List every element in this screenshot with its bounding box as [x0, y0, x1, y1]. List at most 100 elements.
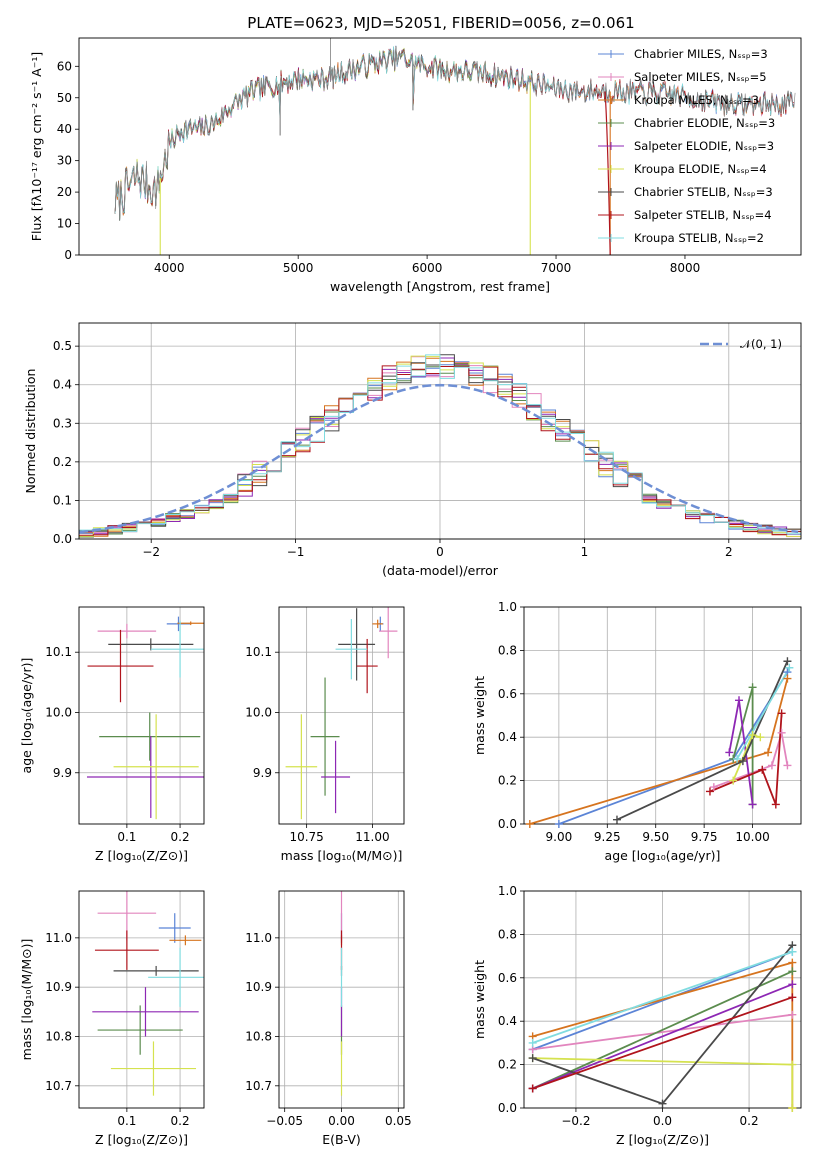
- residuals-ytick-label: 0.1: [53, 493, 72, 507]
- legend-entry: 𝒩(0, 1): [740, 337, 782, 351]
- residuals-xtick-label: 1: [581, 545, 589, 559]
- weight-vs-Z-xlabel: Z [log₁₀(Z/Z⊙)]: [616, 1132, 709, 1147]
- mass-vs-EBV-ytick-label: 11.0: [245, 931, 272, 945]
- residuals-ytick-label: 0.3: [53, 416, 72, 430]
- weight-vs-Z-plot-area: [532, 944, 794, 1108]
- weight-marker-salpeter-elodie: [748, 800, 757, 809]
- residuals-xtick-label: 0: [436, 545, 444, 559]
- weight-marker-chabrier-elodie: [788, 967, 797, 976]
- weight-vs-Z-xtick-label: 0.2: [740, 1114, 759, 1128]
- weight-line-kroupa-stelib: [532, 950, 793, 1044]
- weight-vs-Z-xtick-label: 0.0: [653, 1114, 672, 1128]
- legend-entry: Salpeter MILES, Nₛₛₚ=5: [634, 70, 767, 84]
- mass-vs-Z-xlabel: Z [log₁₀(Z/Z⊙)]: [95, 1132, 188, 1147]
- weight-marker-chabrier-stelib: [738, 757, 747, 766]
- age-vs-Z-ytick-label: 9.9: [53, 766, 72, 780]
- age-vs-Z-plot-area: [86, 616, 204, 820]
- mass-vs-Z-panel: 0.1 0.2 10.7 10.8 10.9 11.0 Z [log₁₀(Z/Z⊙)] mas…: [19, 890, 205, 1147]
- residuals-xlabel: (data-model)/error: [382, 563, 499, 578]
- residuals-xtick-label: 2: [725, 545, 733, 559]
- weight-marker-kroupa-elodie: [748, 731, 757, 740]
- weight-marker-chabrier-elodie: [748, 683, 757, 692]
- age-vs-Z-ylabel: age [log₁₀(age/yr)]: [19, 658, 34, 774]
- residuals-panel: −2 −1 0 1 2 0.0 0.1 0.2 0.3 0.4 0.5 (data-model)/er…: [23, 322, 802, 578]
- weight-vs-age-ytick-label: 0.8: [498, 643, 517, 657]
- weight-marker-salpeter-miles: [777, 728, 786, 737]
- weight-marker-kroupa-miles: [783, 674, 792, 683]
- mass-vs-EBV-xlabel: E(B-V): [322, 1132, 361, 1147]
- mass-vs-Z-xtick-label: 0.1: [117, 1114, 136, 1128]
- spectrum-xtick-label: 7000: [541, 261, 572, 275]
- weight-marker-kroupa-elodie: [788, 1060, 797, 1069]
- mass-vs-EBV-panel: −0.05 0.00 0.05 10.7 10.8 10.9 11.0 E(B-V): [245, 890, 412, 1147]
- legend-entry: Chabrier ELODIE, Nₛₛₚ=3: [634, 116, 775, 130]
- weight-vs-age-xtick-label: 10.00: [735, 830, 769, 844]
- weight-marker-salpeter-stelib: [758, 765, 767, 774]
- weight-marker-chabrier-stelib: [783, 657, 792, 666]
- residuals-ytick-label: 0.4: [53, 378, 72, 392]
- residuals-ytick-label: 0.0: [53, 532, 72, 546]
- mass-vs-EBV-ytick-label: 10.8: [245, 1029, 272, 1043]
- weight-vs-age-panel: 9.00 9.25 9.50 9.75 10.00 0.0 0.2 0.4 0.6 0.8 1.0 a…: [472, 600, 802, 863]
- spectrum-plot-area: [114, 38, 796, 255]
- weight-marker-salpeter-miles: [788, 1010, 797, 1019]
- weight-marker-salpeter-stelib: [777, 709, 786, 718]
- weight-marker-salpeter-stelib: [771, 800, 780, 809]
- weight-marker-kroupa-stelib: [733, 754, 742, 763]
- normal-curve: [79, 383, 799, 534]
- weight-marker-kroupa-stelib: [788, 947, 797, 956]
- spectrum-title: PLATE=0623, MJD=52051, FIBERID=0056, z=0…: [247, 14, 634, 32]
- weight-vs-Z-ytick-label: 0.6: [498, 971, 517, 985]
- weight-vs-Z-panel: −0.2 0.0 0.2 0.0 0.2 0.4 0.6 0.8 1.0 Z [log₁₀(Z/Z…: [472, 884, 802, 1147]
- age-vs-Z-panel: 0.1 0.2 9.9 10.0 10.1 Z [log₁₀(Z/Z⊙)] age [log…: [19, 606, 205, 863]
- spectrum-ytick-label: 0: [64, 248, 72, 262]
- age-vs-mass-xtick-label: 10.75: [289, 830, 323, 844]
- spectrum-ytick-label: 20: [57, 185, 72, 199]
- legend-entry: Kroupa ELODIE, Nₛₛₚ=4: [634, 162, 767, 176]
- spectrum-xlabel: wavelength [Angstrom, rest frame]: [330, 279, 550, 294]
- spectrum-xtick-label: 8000: [670, 261, 701, 275]
- spectrum-xtick-label: 4000: [154, 261, 185, 275]
- weight-marker-kroupa-elodie: [729, 776, 738, 785]
- weight-marker-salpeter-miles: [709, 783, 718, 792]
- weight-vs-age-grid: [524, 606, 801, 825]
- weight-vs-Z-frame: [523, 890, 802, 1109]
- weight-marker-salpeter-miles: [767, 761, 776, 770]
- legend-entry: Chabrier MILES, Nₛₛₚ=3: [634, 47, 768, 61]
- weight-vs-Z-ytick-label: 0.2: [498, 1058, 517, 1072]
- weight-vs-Z-ytick-label: 0.0: [498, 1101, 517, 1115]
- mass-vs-Z-ytick-label: 11.0: [45, 931, 72, 945]
- weight-line-kroupa-stelib: [736, 667, 791, 760]
- weight-line-chabrier-miles: [532, 950, 793, 1051]
- weight-vs-Z-xtick-label: −0.2: [561, 1114, 590, 1128]
- spectrum-ytick-label: 50: [57, 91, 72, 105]
- weight-vs-age-xlabel: age [log₁₀(age/yr)]: [605, 848, 721, 863]
- age-vs-Z-frame: [78, 606, 205, 825]
- mass-vs-Z-ylabel: mass [log₁₀(M/M⊙)]: [19, 939, 34, 1061]
- weight-marker-salpeter-miles: [783, 761, 792, 770]
- weight-vs-age-ytick-label: 1.0: [498, 600, 517, 614]
- age-vs-Z-xlabel: Z [log₁₀(Z/Z⊙)]: [95, 848, 188, 863]
- legend-entry: Chabrier STELIB, Nₛₛₚ=3: [634, 185, 773, 199]
- age-vs-mass-ytick-label: 9.9: [253, 766, 272, 780]
- weight-vs-age-xtick-label: 9.25: [594, 830, 621, 844]
- spectrum-ytick-label: 10: [57, 217, 72, 231]
- weight-vs-Z-ytick-label: 0.4: [498, 1014, 517, 1028]
- weight-marker-salpeter-stelib: [528, 1084, 537, 1093]
- spectrum-red-drop: [604, 91, 611, 255]
- weight-vs-Z-ytick-label: 0.8: [498, 927, 517, 941]
- mass-vs-Z-ytick-label: 10.8: [45, 1029, 72, 1043]
- mass-vs-Z-plot-area: [92, 891, 204, 1096]
- residual-histogram-kroupa-stelib: [79, 354, 801, 535]
- residuals-ytick-label: 0.5: [53, 339, 72, 353]
- age-vs-mass-ytick-label: 10.0: [245, 705, 272, 719]
- weight-marker-salpeter-stelib: [705, 787, 714, 796]
- weight-line-chabrier-elodie: [532, 970, 793, 1090]
- mass-vs-EBV-ytick-label: 10.9: [245, 980, 272, 994]
- legend-entry: Salpeter ELODIE, Nₛₛₚ=3: [634, 139, 774, 153]
- residuals-xtick-label: −1: [287, 545, 305, 559]
- weight-vs-age-ytick-label: 0.6: [498, 687, 517, 701]
- residuals-xtick-label: −2: [142, 545, 160, 559]
- residuals-plot-area: [79, 354, 801, 538]
- weight-marker-salpeter-elodie: [725, 748, 734, 757]
